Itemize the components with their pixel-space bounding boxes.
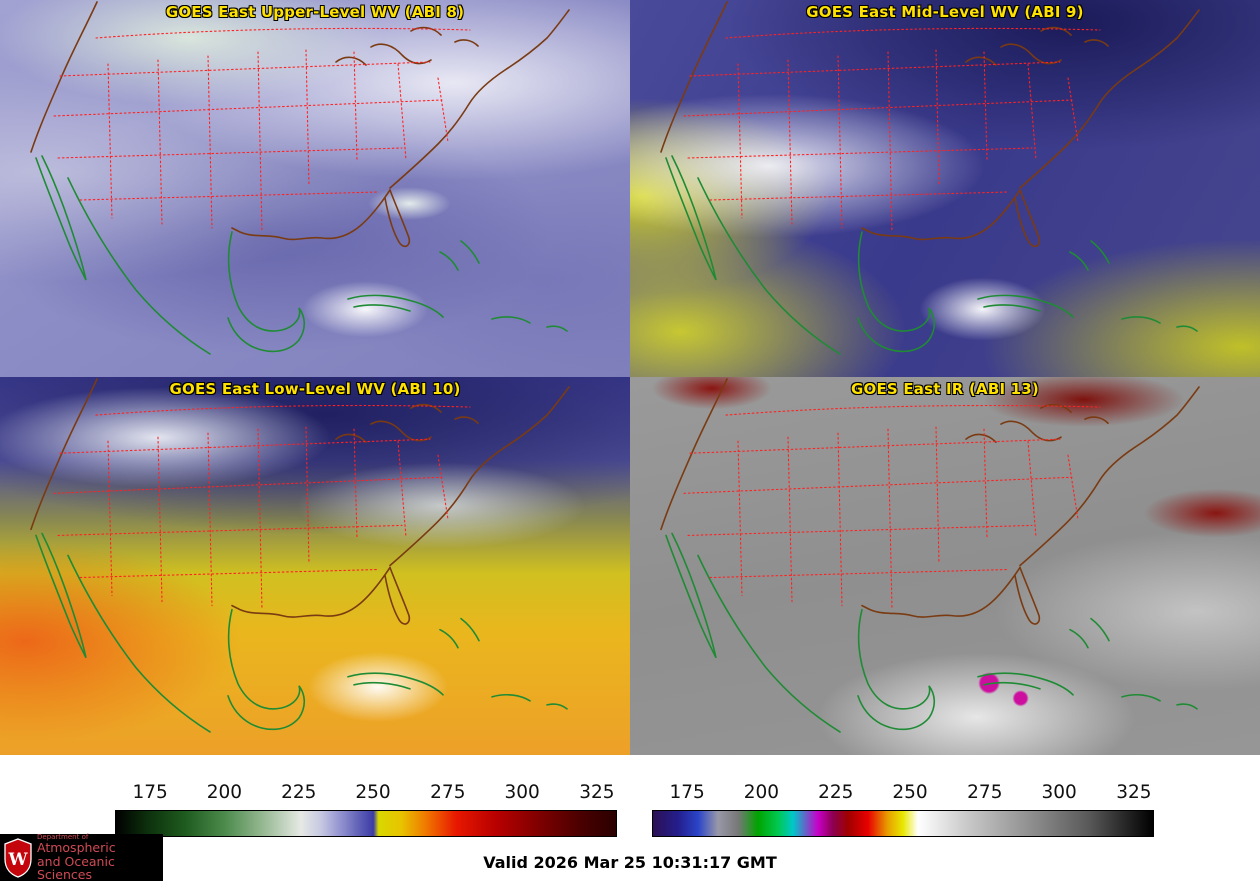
panel-ir-abi13: GOES East IR (ABI 13) — [630, 377, 1260, 755]
panel-title-abi13: GOES East IR (ABI 13) — [850, 380, 1039, 398]
department-line-2: Atmospheric — [37, 840, 116, 856]
wv-colorbar: 175 200 225 250 275 300 325 — [115, 782, 617, 852]
panel-title-abi9: GOES East Mid-Level WV (ABI 9) — [806, 3, 1084, 21]
ir-colorbar: 175 200 225 250 275 300 325 — [652, 782, 1154, 852]
tick-label: 325 — [1116, 782, 1152, 803]
department-name: Department of Atmospheric and Oceanic Sc… — [37, 833, 163, 881]
wv-colorbar-gradient — [115, 810, 617, 837]
basemap-overlay — [30, 1, 570, 355]
aos-department-logo: W Department of Atmospheric and Oceanic … — [0, 833, 163, 881]
tick-label: 200 — [743, 782, 780, 803]
panel-mid-level-wv-abi9: GOES East Mid-Level WV (ABI 9) — [630, 0, 1260, 377]
department-line-1: Department of — [37, 833, 89, 842]
tick-label: 250 — [355, 782, 391, 803]
basemap-overlay — [30, 378, 570, 733]
satellite-panels-grid: GOES East Upper-Level WV (ABI 8) GOES Ea… — [0, 0, 1260, 755]
wv-colorbar-ticks: 175 200 225 250 275 300 325 — [115, 782, 617, 806]
colorbar-section: 175 200 225 250 275 300 325 175 200 225 … — [0, 755, 1260, 881]
panel-upper-level-wv-abi8: GOES East Upper-Level WV (ABI 8) — [0, 0, 630, 377]
valid-time-label: Valid 2026 Mar 25 10:31:17 GMT — [483, 853, 777, 872]
ir-colorbar-ticks: 175 200 225 250 275 300 325 — [652, 782, 1154, 806]
tick-label: 325 — [579, 782, 615, 803]
panel-title-abi10: GOES East Low-Level WV (ABI 10) — [169, 380, 461, 398]
tick-label: 300 — [1041, 782, 1077, 803]
basemap-overlay — [660, 1, 1200, 355]
ir-colorbar-gradient — [652, 810, 1154, 837]
panel-low-level-wv-abi10: GOES East Low-Level WV (ABI 10) — [0, 377, 630, 755]
basemap-overlay — [660, 378, 1200, 733]
tick-label: 250 — [892, 782, 928, 803]
tick-label: 275 — [967, 782, 1003, 803]
tick-label: 275 — [430, 782, 466, 803]
department-line-3: and Oceanic Sciences — [37, 853, 115, 881]
uw-crest-icon: W — [4, 837, 32, 878]
tick-label: 225 — [818, 782, 854, 803]
tick-label: 300 — [504, 782, 540, 803]
tick-label: 175 — [132, 782, 168, 803]
tick-label: 225 — [281, 782, 317, 803]
tick-label: 175 — [669, 782, 705, 803]
crest-w-letter: W — [7, 850, 28, 870]
tick-label: 200 — [206, 782, 243, 803]
panel-title-abi8: GOES East Upper-Level WV (ABI 8) — [165, 3, 465, 21]
